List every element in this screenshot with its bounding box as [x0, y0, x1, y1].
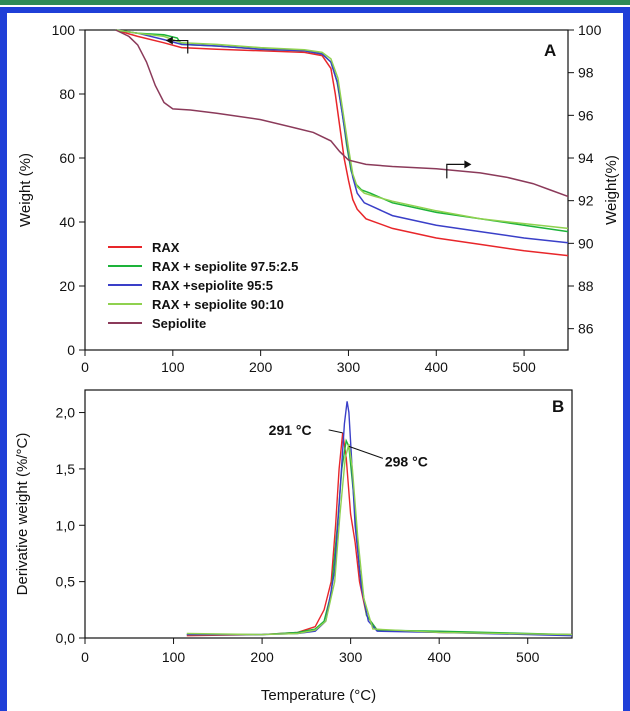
y-tick-label: 100 [52, 22, 76, 38]
series-line-sep90_10 [115, 29, 569, 230]
x-tick-label: 300 [337, 359, 361, 375]
series-line-sep90_10 [186, 443, 573, 636]
series-line-sep95_5 [115, 29, 569, 244]
y-tick-label: 80 [59, 86, 75, 102]
series-line-sep95_5 [186, 401, 573, 637]
panel-a: 0 100 200 300 400 500 0 20 40 60 80 100 86 88 90 92 94 96… [17, 22, 620, 375]
y-right-tick-label: 94 [578, 150, 594, 166]
x-tick-label: 100 [162, 649, 186, 665]
series-line-RAX [115, 29, 569, 257]
y-tick-label: 0 [67, 342, 75, 358]
legend-label: RAX + sepiolite 97.5:2.5 [152, 259, 298, 274]
y-right-tick-label: 88 [578, 278, 594, 294]
annotation-leader [348, 445, 384, 459]
y-tick-label: 1,0 [56, 517, 76, 533]
y-right-tick-label: 100 [578, 22, 602, 38]
x-tick-label: 400 [428, 649, 452, 665]
y-tick-label: 1,5 [56, 461, 76, 477]
arrow-to-left-axis [172, 39, 189, 54]
x-tick-label: 500 [512, 359, 536, 375]
y-right-tick-label: 86 [578, 321, 594, 337]
series-line-RAX [186, 432, 573, 637]
arrow-to-right-axis [446, 163, 465, 179]
annotation-label: 291 °C [269, 422, 312, 438]
arrow-head-right [464, 160, 472, 169]
y-tick-label: 0,5 [56, 574, 76, 590]
series-line-sepiolite [115, 29, 569, 198]
annotation-leader [328, 429, 343, 434]
y-right-tick-label: 98 [578, 65, 594, 81]
y-axis-label: Derivative weight (%/°C) [14, 433, 31, 596]
y-right-tick-label: 90 [578, 235, 594, 251]
panel-label-b: B [552, 397, 564, 416]
series-line-sep97_5 [115, 29, 569, 233]
x-tick-label: 100 [161, 359, 185, 375]
y-tick-label: 20 [59, 278, 75, 294]
legend-label: Sepiolite [152, 316, 206, 331]
y-tick-label: 2,0 [56, 405, 76, 421]
y-right-tick-label: 96 [578, 107, 594, 123]
y-right-tick-label: 92 [578, 193, 594, 209]
y-axis-label: Weight (%) [17, 153, 34, 227]
top-border-line [0, 0, 630, 5]
panel-label-a: A [544, 41, 556, 60]
panel-b: 0 100 200 300 400 500 0,0 0,5 1,0 1,5 2,0 Derivativ… [14, 389, 573, 704]
x-tick-label: 0 [81, 649, 89, 665]
plot-area-b [84, 389, 573, 639]
annotation-label: 298 °C [385, 453, 428, 469]
x-axis-label: Temperature (°C) [261, 687, 376, 704]
y-tick-label: 60 [59, 150, 75, 166]
x-tick-label: 400 [425, 359, 449, 375]
plot-area-a [84, 29, 569, 351]
legend-label: RAX [152, 240, 180, 255]
figure-frame [0, 7, 630, 711]
arrow-head-left [165, 36, 173, 45]
x-tick-label: 500 [516, 649, 540, 665]
x-tick-label: 0 [81, 359, 89, 375]
series-line-sep97_5 [186, 438, 573, 636]
x-tick-label: 200 [249, 359, 273, 375]
y-tick-label: 0,0 [56, 630, 76, 646]
legend-label: RAX +sepiolite 95:5 [152, 278, 273, 293]
y-tick-label: 40 [59, 214, 75, 230]
x-tick-label: 200 [250, 649, 274, 665]
x-tick-label: 300 [339, 649, 363, 665]
legend-label: RAX + sepiolite 90:10 [152, 297, 284, 312]
y-axis-right-label: Weight(%) [603, 155, 620, 225]
